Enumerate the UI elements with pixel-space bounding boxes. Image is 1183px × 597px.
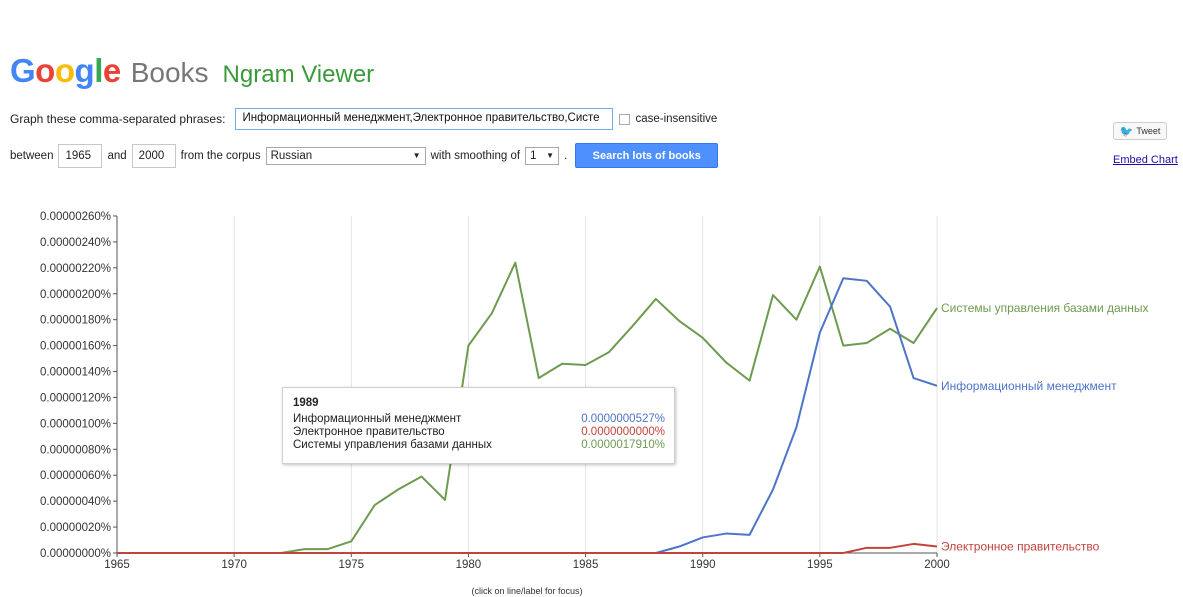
series-line xyxy=(117,542,938,554)
x-tick-label: 1995 xyxy=(807,559,833,571)
phrases-row: Graph these comma-separated phrases: Инф… xyxy=(10,108,717,130)
y-tick-label: 0.00000040% xyxy=(40,496,111,508)
y-tick-label: 0.00000020% xyxy=(40,522,111,534)
tooltip: 1989 Информационный менеджмент 0.0000000… xyxy=(282,387,675,464)
tooltip-row: Системы управления базами данных 0.00000… xyxy=(293,439,665,452)
x-tick-label: 1985 xyxy=(573,559,599,571)
tweet-button[interactable]: 🐦 Tweet xyxy=(1113,122,1167,140)
logo[interactable]: Google Books Ngram Viewer xyxy=(10,52,374,92)
phrases-label: Graph these comma-separated phrases: xyxy=(10,112,226,126)
corpus-value: Russian xyxy=(270,149,313,162)
caret-down-icon: ▼ xyxy=(412,151,421,160)
tooltip-row: Информационный менеджмент 0.0000000527% xyxy=(293,413,665,426)
series-label: Информационный менеджмент xyxy=(941,379,1117,393)
case-insensitive-label: case-insensitive xyxy=(635,113,718,125)
logo-letter: o xyxy=(35,52,55,89)
y-tick-label: 0.00000260% xyxy=(40,211,111,223)
y-tick-label: 0.00000200% xyxy=(40,289,111,301)
tooltip-year: 1989 xyxy=(293,397,319,409)
y-tick-label: 0.00000220% xyxy=(40,263,111,275)
series-label: Электронное правительство xyxy=(941,540,1100,554)
search-button[interactable]: Search lots of books xyxy=(575,143,719,168)
tooltip-series-name: Системы управления базами данных xyxy=(293,439,492,451)
series-label: Системы управления базами данных xyxy=(941,301,1149,315)
between-label: between xyxy=(10,149,54,162)
y-tick-label: 0.00000180% xyxy=(40,315,111,327)
logo-letter: G xyxy=(10,52,36,89)
case-insensitive-checkbox[interactable] xyxy=(619,113,631,125)
tooltip-series-value: 0.0000000000% xyxy=(581,426,665,438)
y-tick-label: 0.00000120% xyxy=(40,392,111,404)
y-tick-label: 0.00000100% xyxy=(40,418,111,430)
logo-ngram-viewer: Ngram Viewer xyxy=(222,61,375,88)
smoothing-label: with smoothing of xyxy=(430,149,521,162)
corpus-select[interactable]: Russian ▼ xyxy=(265,146,426,165)
logo-google: Google xyxy=(10,52,121,90)
tooltip-series-name: Информационный менеджмент xyxy=(293,413,462,425)
caret-down-icon: ▼ xyxy=(546,151,555,160)
logo-letter: e xyxy=(102,52,121,89)
x-tick-label: 1975 xyxy=(338,559,364,571)
tooltip-series-value: 0.0000017910% xyxy=(581,439,665,451)
tooltip-row: Электронное правительство 0.0000000000% xyxy=(293,426,665,439)
y-tick-label: 0.00000080% xyxy=(40,444,111,456)
logo-books: Books xyxy=(130,57,209,88)
y-tick-label: 0.00000240% xyxy=(40,237,111,249)
x-tick-label: 2000 xyxy=(924,559,950,571)
and-label: and xyxy=(107,149,127,162)
y-tick-label: 0.00000060% xyxy=(40,470,111,482)
embed-chart-link[interactable]: Embed Chart xyxy=(1113,154,1178,166)
x-tick-label: 1980 xyxy=(456,559,482,571)
smoothing-select[interactable]: 1 ▼ xyxy=(525,146,560,165)
logo-letter: o xyxy=(54,52,75,89)
x-tick-label: 1990 xyxy=(690,559,716,571)
y-tick-label: 0.00000160% xyxy=(40,341,111,353)
phrases-input[interactable]: Информационный менеджмент,Электронное пр… xyxy=(235,108,614,130)
period: . xyxy=(564,149,568,162)
corpus-label: from the corpus xyxy=(180,149,261,162)
logo-letter: g xyxy=(74,52,95,89)
twitter-bird-icon: 🐦 xyxy=(1119,125,1134,138)
y-tick-label: 0.00000140% xyxy=(40,367,111,379)
x-tick-label: 1965 xyxy=(104,559,130,571)
smoothing-value: 1 xyxy=(530,149,537,162)
tooltip-series-name: Электронное правительство xyxy=(293,426,445,438)
x-tick-label: 1970 xyxy=(221,559,247,571)
tweet-label: Tweet xyxy=(1136,126,1161,136)
end-year-input[interactable]: 2000 xyxy=(131,143,176,168)
y-tick-label: 0.00000000% xyxy=(40,548,111,560)
start-year-input[interactable]: 1965 xyxy=(58,143,103,168)
logo-letter: l xyxy=(94,52,103,89)
query-row: between 1965 and 2000 from the corpus Ru… xyxy=(10,143,719,168)
tooltip-series-value: 0.0000000527% xyxy=(581,413,665,425)
chart-note: (click on line/label for focus) xyxy=(471,586,582,596)
